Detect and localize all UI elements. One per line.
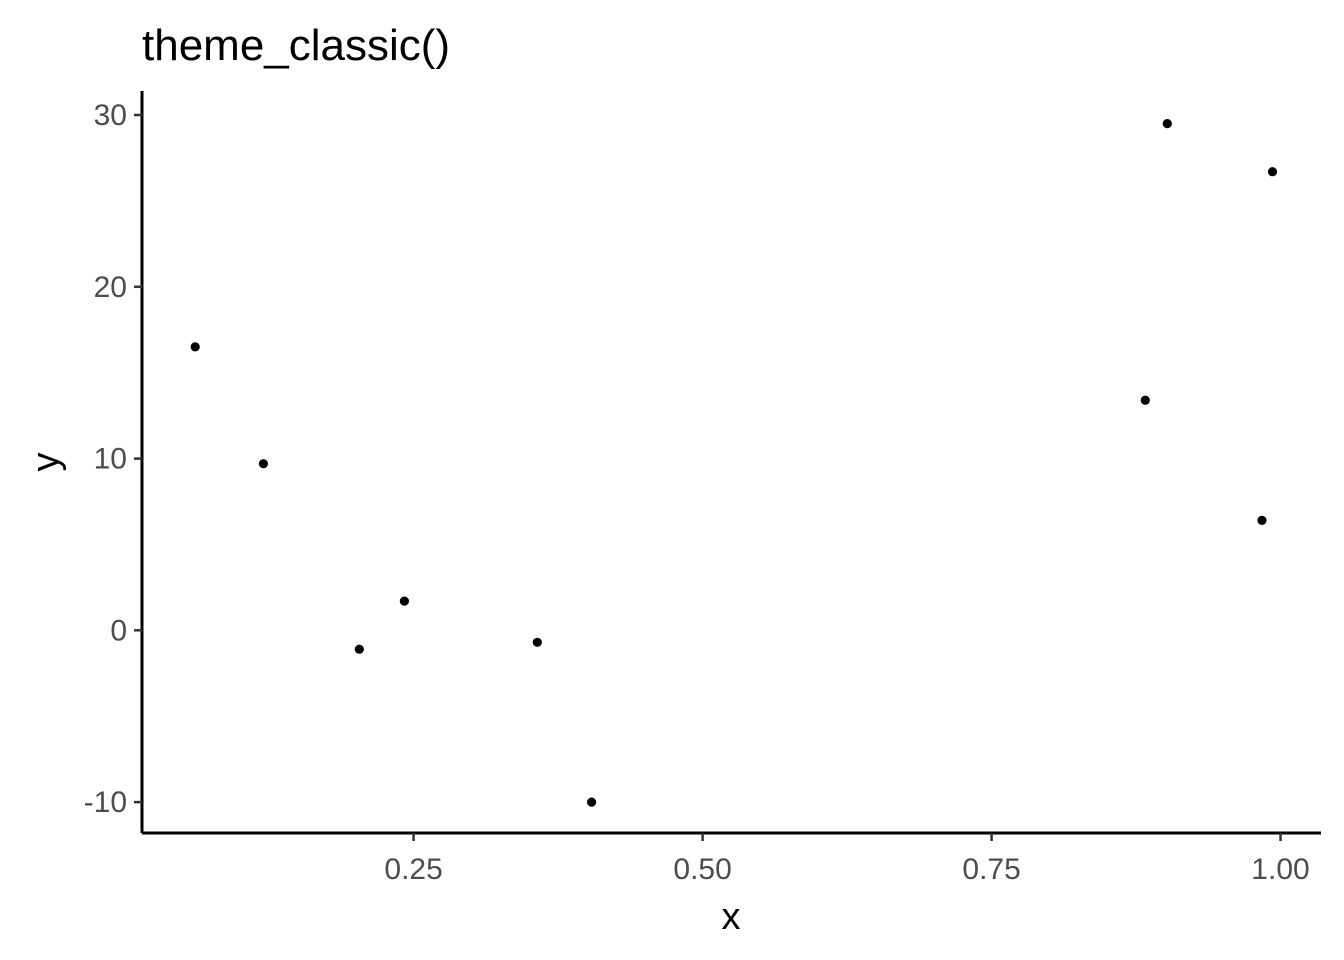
data-point-9 [1257,515,1267,526]
data-point-1 [190,342,200,352]
y-tick-label-1: -10 [84,786,127,819]
data-point-8 [1162,119,1172,129]
x-tick-label-1: 0.25 [384,853,442,886]
x-tick-label-3: 0.75 [962,853,1020,886]
x-tick-label-2: 0.50 [673,853,731,886]
y-tick-label-3: 10 [94,443,127,476]
y-tick-label-2: 0 [110,614,127,647]
y-tick-label-5: 30 [94,99,127,132]
data-point-4 [399,596,409,606]
data-point-7 [1140,395,1150,405]
x-axis-title: x [722,896,741,938]
x-axis-ticks: 0.25 0.50 0.75 1.00 [384,833,1310,886]
data-point-5 [532,637,542,647]
y-axis-ticks: -10 0 10 20 30 [84,99,142,819]
data-points [190,119,1278,807]
y-tick-label-4: 20 [94,271,127,304]
y-axis-title: y [25,453,67,472]
data-point-3 [354,644,364,654]
chart-title: theme_classic() [142,21,450,70]
x-tick-label-4: 1.00 [1251,853,1309,886]
data-point-2 [258,459,268,469]
data-point-10 [1267,167,1278,177]
data-point-6 [587,797,597,807]
